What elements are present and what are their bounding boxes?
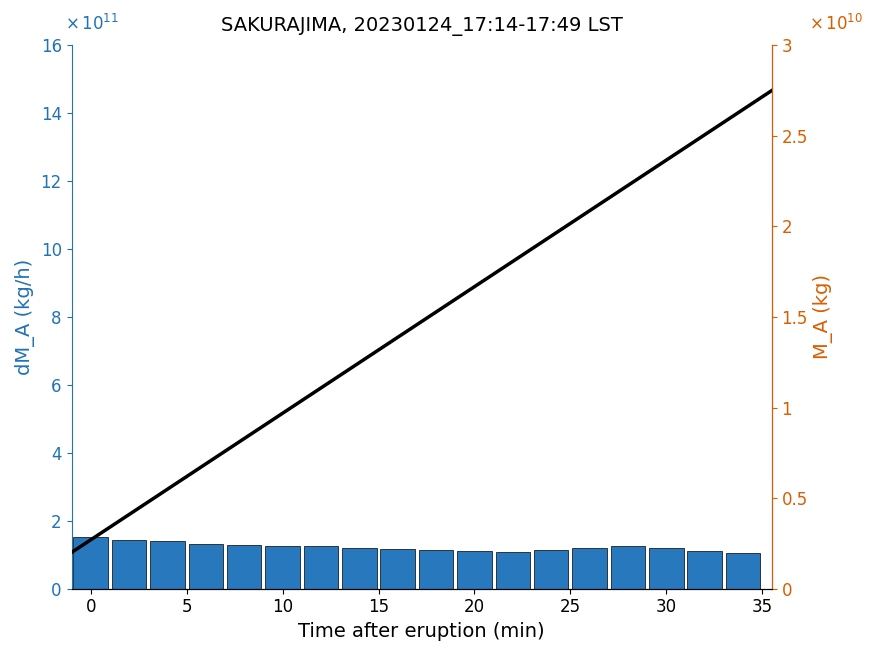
Bar [495,552,530,588]
Bar [649,548,683,588]
Bar [150,541,185,588]
Bar [74,537,108,588]
Bar [534,550,569,588]
Bar [304,546,339,588]
Bar [227,545,262,588]
Y-axis label: M_A (kg): M_A (kg) [814,274,834,359]
Title: SAKURAJIMA, 20230124_17:14-17:49 LST: SAKURAJIMA, 20230124_17:14-17:49 LST [220,17,623,36]
X-axis label: Time after eruption (min): Time after eruption (min) [298,622,545,641]
Y-axis label: dM_A (kg/h): dM_A (kg/h) [15,259,35,375]
Bar [688,551,722,588]
Bar [189,544,223,588]
Bar [419,550,453,588]
Bar [611,546,645,588]
Bar [381,549,415,588]
Bar [265,546,300,588]
Text: $\times\,10^{11}$: $\times\,10^{11}$ [65,14,118,34]
Bar [342,548,376,588]
Bar [112,540,146,588]
Bar [725,554,760,588]
Bar [572,548,607,588]
Text: $\times\,10^{10}$: $\times\,10^{10}$ [808,14,863,34]
Bar [457,551,492,588]
